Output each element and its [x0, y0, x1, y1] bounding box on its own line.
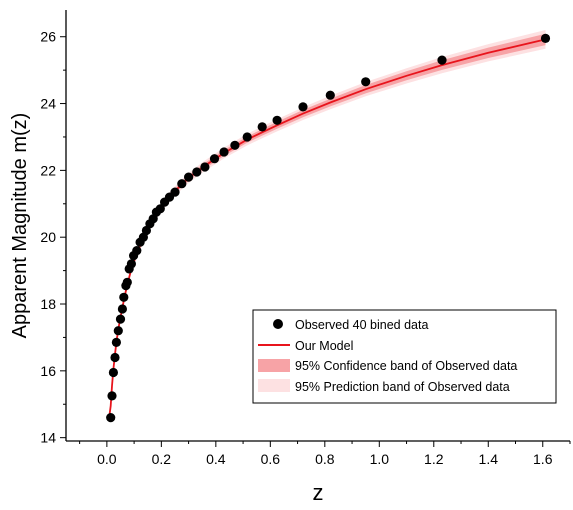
data-point [107, 391, 117, 401]
data-point [117, 304, 127, 314]
x-tick-label: 0.8 [315, 451, 335, 467]
x-tick-label: 1.4 [479, 451, 499, 467]
data-point [119, 292, 129, 302]
x-tick-label: 1.0 [370, 451, 390, 467]
data-point [132, 246, 142, 256]
x-tick-label: 0.4 [206, 451, 226, 467]
y-tick-label: 24 [40, 96, 56, 112]
y-tick-label: 16 [40, 363, 56, 379]
data-point [115, 314, 126, 324]
y-tick-label: 22 [40, 162, 56, 178]
data-point [209, 154, 220, 164]
legend-label-model: Our Model [295, 339, 353, 353]
data-points [106, 33, 551, 423]
data-point [219, 147, 229, 157]
data-point [192, 167, 202, 177]
data-point [108, 367, 118, 378]
data-point [170, 187, 180, 197]
data-point [361, 77, 371, 87]
legend-box [252, 309, 557, 404]
x-tick-label: 0.2 [152, 451, 172, 467]
x-tick-label: 1.2 [424, 451, 444, 467]
legend-label-observed: Observed 40 bined data [295, 318, 428, 332]
y-tick-label: 20 [40, 229, 56, 245]
x-tick-label: 1.6 [533, 451, 553, 467]
prediction-band [109, 30, 546, 419]
legend-marker-confidence [258, 359, 290, 372]
data-point [113, 326, 123, 336]
data-point [155, 204, 165, 214]
x-tick-label: 0.6 [261, 451, 281, 467]
legend-label-confidence: 95% Confidence band of Observed data [295, 359, 517, 373]
x-axis-label: z [313, 480, 324, 505]
y-tick-label: 14 [40, 430, 56, 446]
data-point [110, 352, 120, 363]
data-point [126, 259, 136, 269]
data-point [200, 162, 210, 172]
data-point [325, 90, 335, 100]
data-point [122, 277, 132, 287]
data-point [177, 179, 187, 189]
data-point [437, 55, 447, 65]
data-point [242, 132, 252, 142]
data-point [272, 115, 282, 125]
y-tick-label: 26 [40, 29, 56, 45]
data-point [298, 102, 308, 112]
axes: 0.0 0.2 0.4 0.6 0.8 1.0 1.2 1.4 1.6 14 16 18 20 22 24 2… [40, 10, 571, 467]
data-point [106, 413, 116, 423]
data-point [111, 337, 121, 347]
legend: Observed 40 bined data Our Model 95% Con… [252, 309, 557, 404]
data-point [184, 172, 194, 182]
legend-label-prediction: 95% Prediction band of Observed data [295, 380, 510, 394]
data-point [230, 140, 240, 150]
legend-marker-observed [273, 319, 283, 329]
x-tick-label: 0.0 [97, 451, 117, 467]
y-tick-label: 18 [40, 296, 56, 312]
legend-marker-prediction [258, 379, 290, 392]
bands [109, 30, 546, 419]
data-point [540, 33, 551, 44]
y-axis-label: Apparent Magnitude m(z) [9, 113, 31, 339]
data-point [257, 122, 267, 132]
